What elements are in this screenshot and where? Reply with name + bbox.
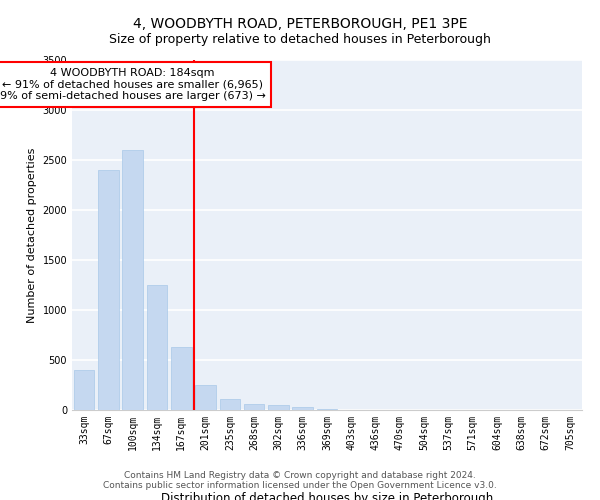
- Bar: [146, 285, 167, 410]
- X-axis label: Distribution of detached houses by size in Peterborough: Distribution of detached houses by size …: [161, 492, 493, 500]
- Y-axis label: Number of detached properties: Number of detached properties: [27, 148, 37, 322]
- Text: 4, WOODBYTH ROAD, PETERBOROUGH, PE1 3PE: 4, WOODBYTH ROAD, PETERBOROUGH, PE1 3PE: [133, 18, 467, 32]
- Bar: [98, 170, 119, 410]
- Bar: [195, 385, 216, 410]
- Bar: [292, 407, 313, 410]
- Bar: [171, 347, 191, 410]
- Bar: [317, 408, 337, 410]
- Text: 4 WOODBYTH ROAD: 184sqm
← 91% of detached houses are smaller (6,965)
9% of semi-: 4 WOODBYTH ROAD: 184sqm ← 91% of detache…: [0, 68, 266, 101]
- Bar: [220, 399, 240, 410]
- Bar: [122, 150, 143, 410]
- Text: Size of property relative to detached houses in Peterborough: Size of property relative to detached ho…: [109, 32, 491, 46]
- Bar: [244, 404, 265, 410]
- Bar: [268, 405, 289, 410]
- Text: Contains HM Land Registry data © Crown copyright and database right 2024.
Contai: Contains HM Land Registry data © Crown c…: [103, 470, 497, 490]
- Bar: [74, 370, 94, 410]
